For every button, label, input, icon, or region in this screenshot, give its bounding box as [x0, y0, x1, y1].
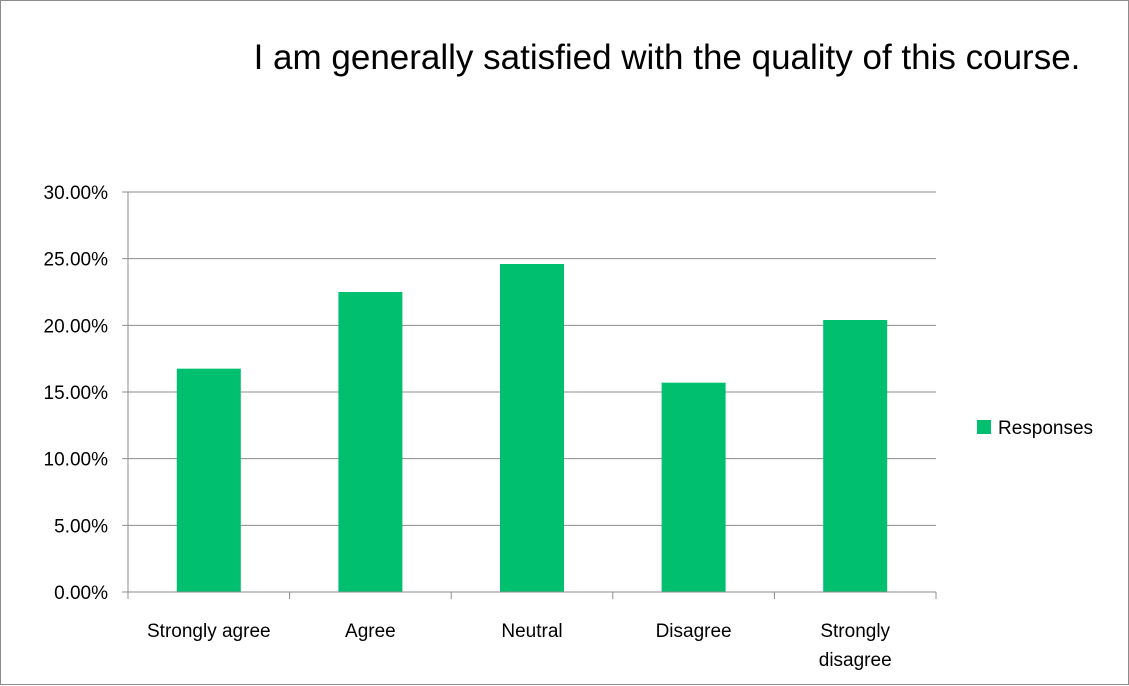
axes [122, 191, 937, 599]
y-tick-label: 20.00% [44, 316, 109, 337]
x-tick-label: disagree [819, 650, 892, 671]
bar [661, 382, 726, 592]
x-tick-label: Neutral [501, 621, 562, 642]
x-tick-label: Strongly [820, 621, 890, 642]
bar [500, 264, 564, 592]
x-tick-label: Agree [345, 621, 396, 642]
y-tick-label: 15.00% [44, 383, 109, 404]
x-tick-label: Strongly agree [147, 621, 271, 642]
y-tick-label: 0.00% [54, 583, 108, 604]
x-tick-label: Disagree [656, 621, 732, 642]
bar [338, 292, 403, 592]
bar [823, 320, 888, 592]
legend: Responses [977, 418, 1093, 439]
chart-title: I am generally satisfied with the qualit… [254, 38, 1081, 77]
bars [176, 264, 888, 592]
y-tick-label: 5.00% [54, 516, 108, 537]
y-tick-label: 10.00% [44, 450, 109, 471]
y-tick-label: 25.00% [44, 250, 109, 271]
y-tick-label: 30.00% [44, 183, 109, 204]
legend-swatch-responses [977, 420, 991, 434]
y-axis-labels: 0.00% 5.00% 10.00% 15.00% 20.00% 25.00% 30.00% [44, 183, 109, 604]
legend-label-responses: Responses [998, 418, 1093, 439]
bar [176, 368, 241, 592]
x-axis-labels: Strongly agree Agree Neutral Disagree Strong… [147, 621, 892, 671]
